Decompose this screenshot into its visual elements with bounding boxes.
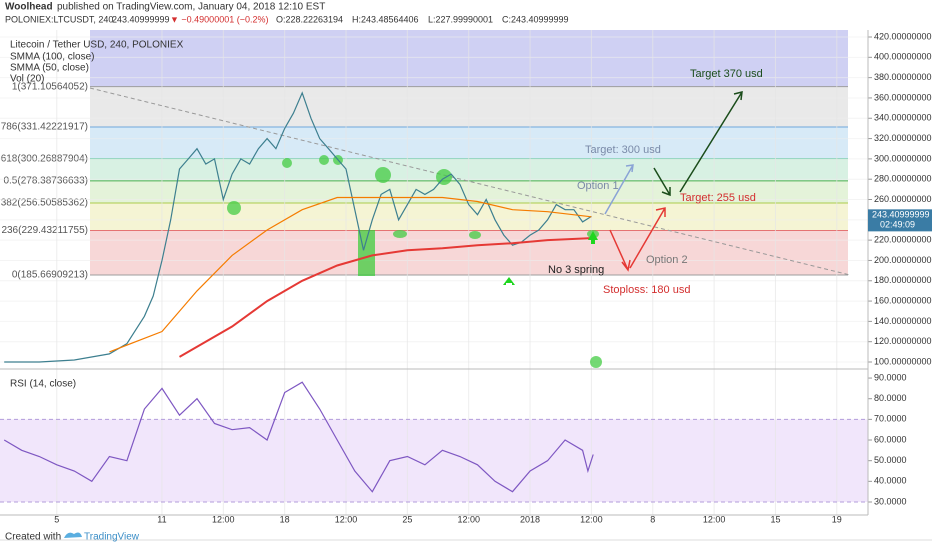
legend-volume: Vol (20) — [10, 74, 44, 85]
price-lines — [3, 91, 594, 493]
y-tick-label: 140.00000000 — [874, 316, 932, 326]
open: O:228.22263194 — [276, 14, 343, 24]
fib-label: 382(256.50585362) — [1, 198, 88, 209]
y-tick-label: 180.00000000 — [874, 275, 932, 285]
price-label: 243.40999999 — [872, 210, 930, 220]
x-tick-label: 12:00 — [457, 514, 480, 524]
x-tick-label: 12:00 — [212, 514, 235, 524]
grid-layer: 1(371.10564052)786(331.42221917)618(300.… — [0, 30, 872, 515]
y-tick-label: 320.00000000 — [874, 133, 932, 143]
published-text: published on TradingView.com, January 04… — [57, 2, 325, 13]
y-tick-label: 380.00000000 — [874, 72, 932, 82]
fib-label: 0(185.66909213) — [12, 270, 88, 281]
series-line — [109, 196, 592, 353]
price-label-box — [868, 209, 932, 232]
fib-layer — [0, 30, 868, 502]
annotation: Target: 255 usd — [680, 192, 756, 204]
x-tick-label: 15 — [770, 514, 780, 524]
annotation: Option 2 — [646, 254, 688, 266]
series-line — [3, 381, 594, 493]
x-tick-label: 11 — [157, 514, 166, 524]
y-tick-label: 120.00000000 — [874, 336, 932, 346]
scenario-arrows — [604, 91, 743, 272]
y-tick-label: 90.0000 — [874, 372, 907, 382]
arrow-up — [588, 231, 598, 244]
y-tick-label: 200.00000000 — [874, 255, 932, 265]
annotation: Option 1 — [577, 180, 619, 192]
y-tick-label: 160.00000000 — [874, 295, 932, 305]
y-tick-label: 80.0000 — [874, 393, 907, 403]
x-tick-label: 12:00 — [703, 514, 726, 524]
y-tick-label: 50.0000 — [874, 455, 907, 465]
annotation: Target: 300 usd — [585, 144, 661, 156]
x-tick-label: 18 — [280, 514, 290, 524]
fib-label: 1(371.10564052) — [12, 81, 88, 92]
highlight-box — [358, 230, 375, 276]
x-tick-label: 25 — [402, 514, 412, 524]
x-tick-label: 5 — [54, 514, 59, 524]
y-tick-label: 60.0000 — [874, 434, 907, 444]
y-tick-label: 260.00000000 — [874, 194, 932, 204]
arrow-up — [503, 277, 515, 285]
y-tick-label: 420.00000000 — [874, 31, 932, 41]
symbol: POLONIEX:LTCUSDT, 240 — [5, 14, 113, 24]
y-tick-label: 360.00000000 — [874, 92, 932, 102]
logo — [64, 532, 82, 538]
series-line — [178, 237, 592, 358]
high: H:243.48564406 — [352, 14, 419, 24]
last: 243.40999999 — [112, 14, 170, 24]
y-tick-label: 400.00000000 — [874, 52, 932, 62]
annotation: No 3 spring — [548, 264, 604, 276]
x-tick-label: 8 — [650, 514, 655, 524]
annotation: Target 370 usd — [690, 68, 763, 80]
y-tick-label: 340.00000000 — [874, 113, 932, 123]
x-tick-label: 19 — [832, 514, 842, 524]
publisher[interactable]: Woolhead — [5, 2, 53, 13]
trend-line — [89, 87, 851, 276]
x-tick-label: 12:00 — [580, 514, 603, 524]
series-line — [4, 91, 592, 363]
rsi-band — [0, 419, 868, 502]
rsi-title: RSI (14, close) — [10, 379, 76, 390]
annotation: Stoploss: 180 usd — [603, 284, 690, 296]
y-tick-label: 40.0000 — [874, 476, 907, 486]
change: ▼ −0.49000001 (−0.2%) — [170, 14, 268, 24]
low: L:227.99990001 — [428, 14, 493, 24]
markers — [227, 155, 602, 368]
y-tick-label: 220.00000000 — [874, 235, 932, 245]
countdown: 02:49:09 — [880, 220, 915, 230]
footer-created: Created with — [5, 532, 61, 543]
legend-smma50: SMMA (50, close) — [10, 63, 89, 74]
legend-smma100: SMMA (100, close) — [10, 52, 94, 63]
y-tick-label: 70.0000 — [874, 414, 907, 424]
fib-label: 786(331.42221917) — [1, 122, 88, 133]
legend-symbol: Litecoin / Tether USD, 240, POLONIEX — [10, 40, 184, 51]
y-tick-label: 300.00000000 — [874, 153, 932, 163]
y-tick-label: 30.0000 — [874, 496, 907, 506]
x-tick-label: 2018 — [520, 514, 540, 524]
x-tick-label: 12:00 — [335, 514, 358, 524]
fib-label: 0.5(278.38736633) — [3, 175, 88, 186]
y-tick-label: 280.00000000 — [874, 174, 932, 184]
y-tick-label: 100.00000000 — [874, 356, 932, 366]
close: C:243.40999999 — [502, 14, 569, 24]
footer-brand[interactable]: TradingView — [84, 532, 140, 543]
fib-label: 236(229.43211755) — [1, 225, 88, 236]
